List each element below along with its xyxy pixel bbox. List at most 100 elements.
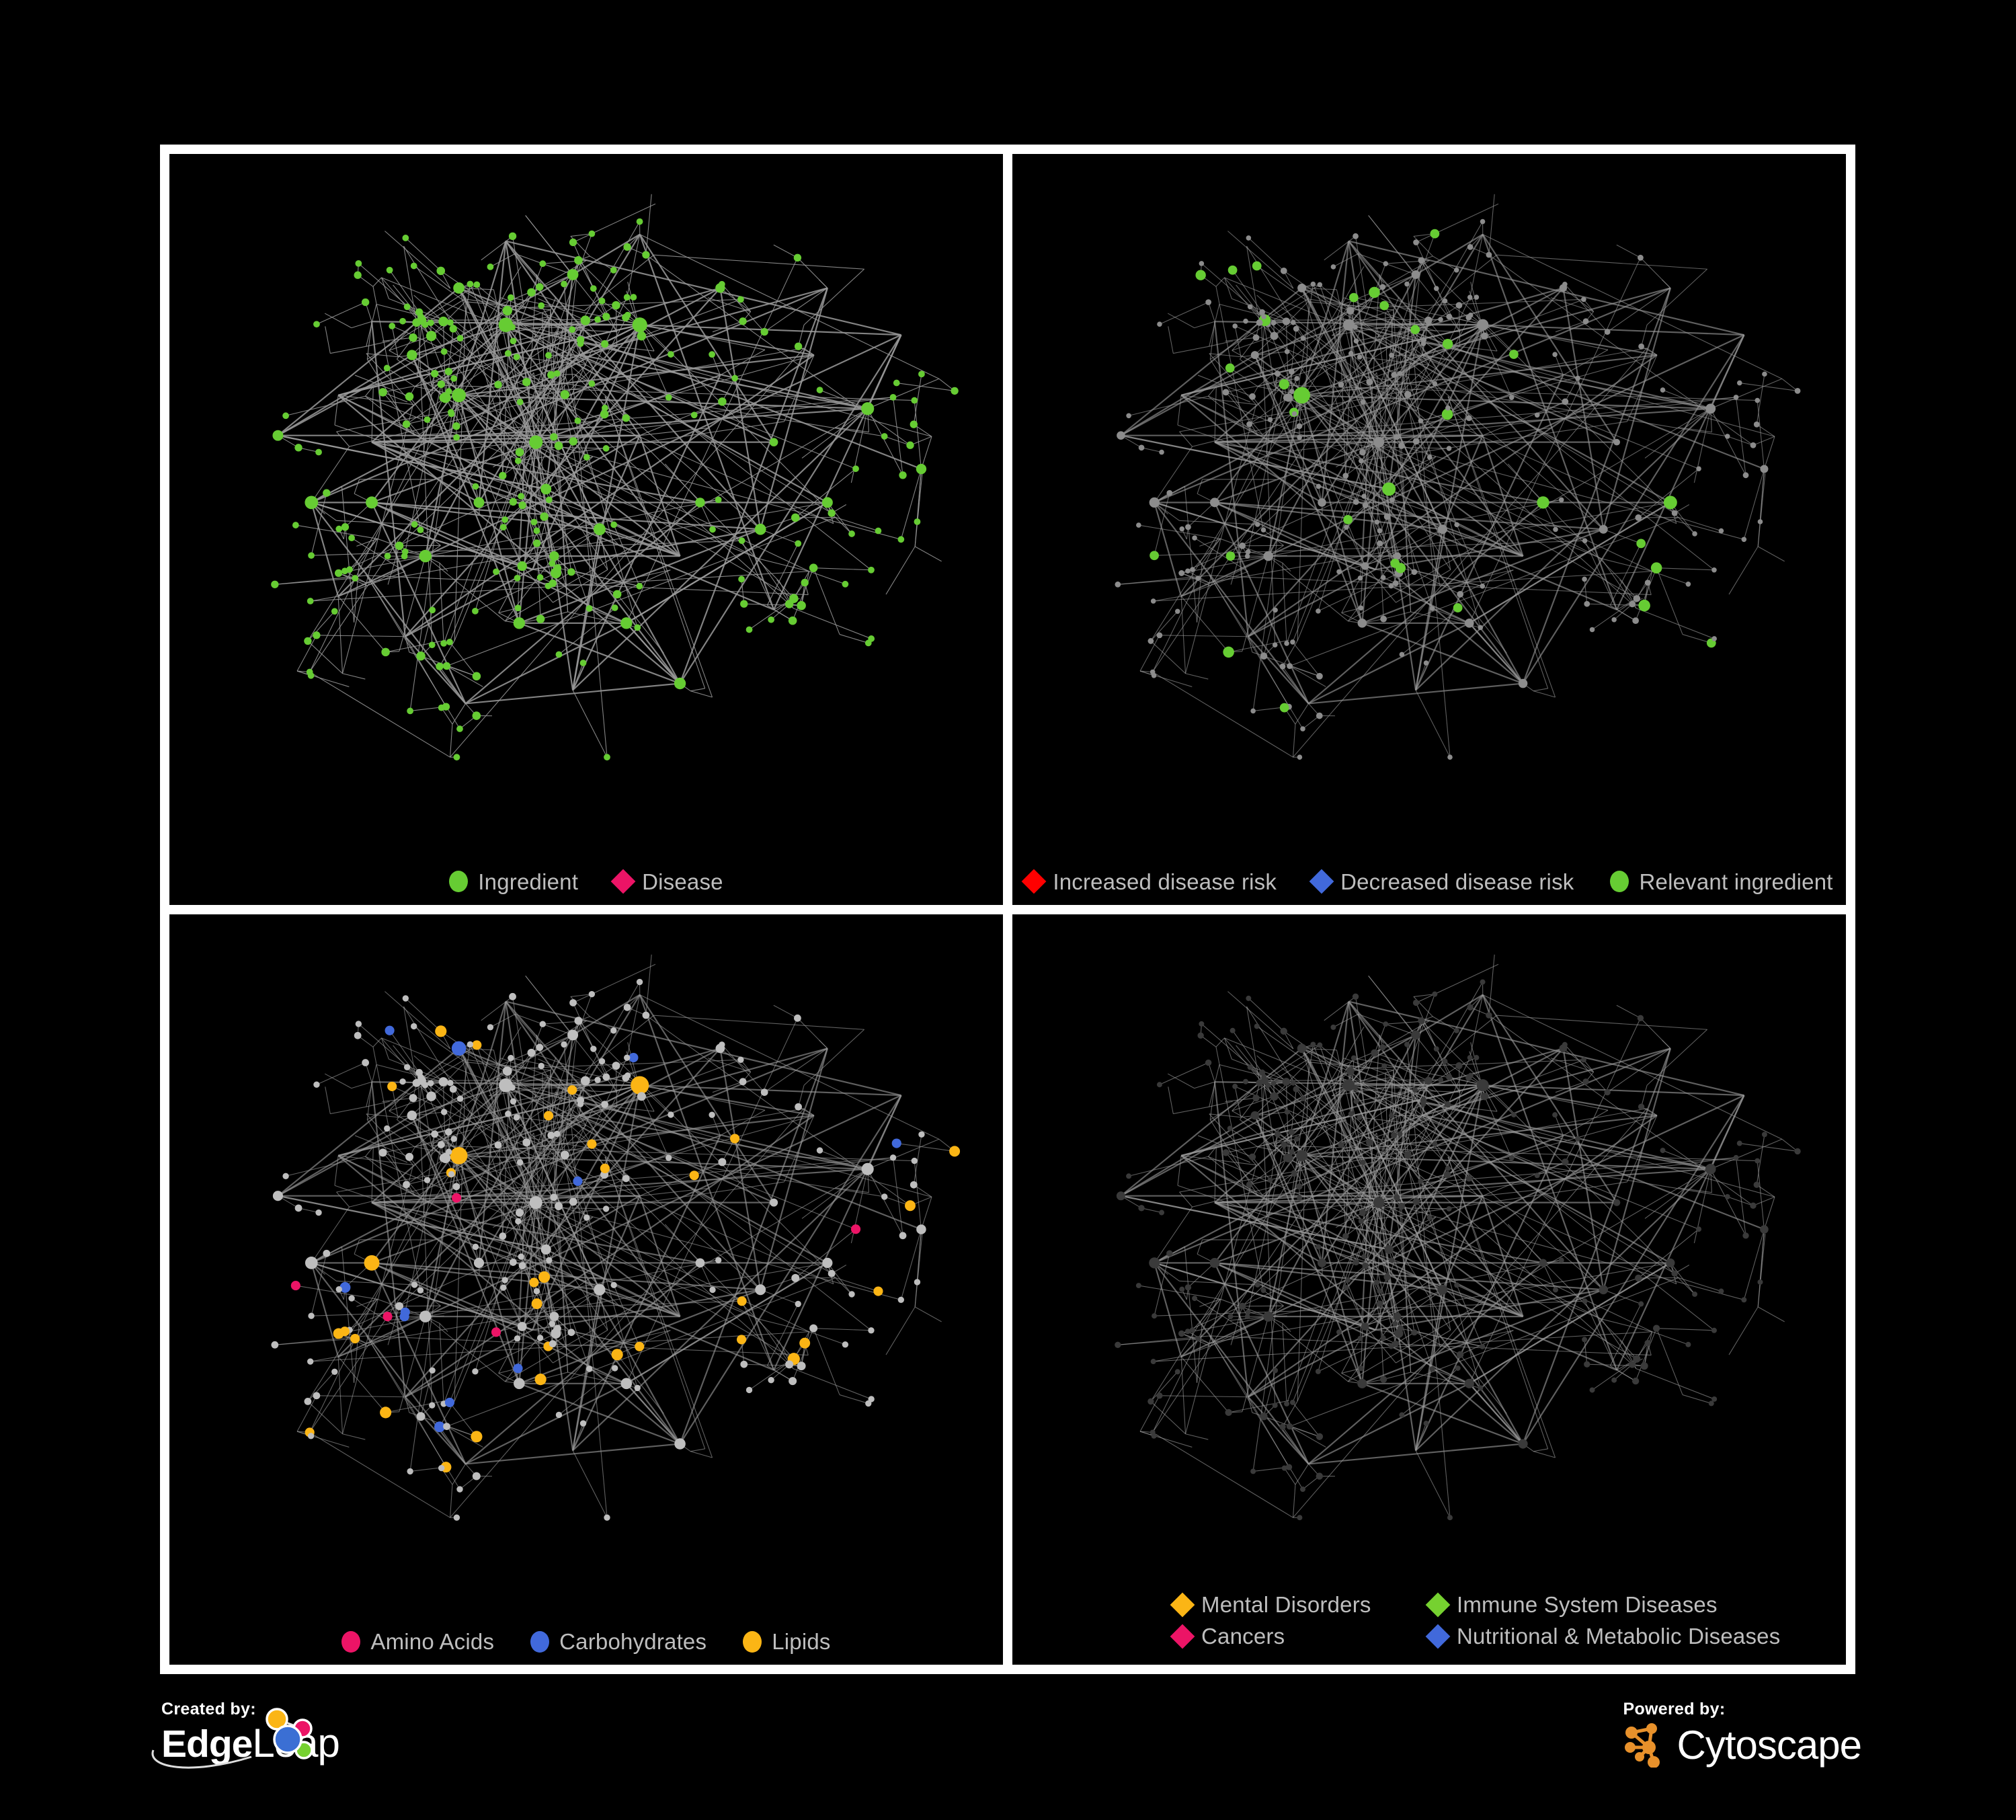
network-node[interactable] — [1635, 1274, 1642, 1281]
network-node[interactable] — [1280, 1027, 1287, 1035]
network-node[interactable] — [636, 218, 643, 225]
network-node[interactable] — [440, 1108, 448, 1115]
network-node[interactable] — [1136, 522, 1141, 528]
network-node[interactable] — [1388, 583, 1394, 589]
network-node[interactable] — [709, 1111, 715, 1118]
network-node[interactable] — [536, 574, 544, 581]
network-node[interactable] — [1152, 1312, 1158, 1318]
network-node[interactable] — [754, 523, 766, 535]
network-node[interactable] — [666, 1154, 672, 1161]
network-node[interactable] — [407, 1110, 417, 1120]
network-node[interactable] — [881, 1193, 888, 1200]
network-node[interactable] — [1135, 1282, 1141, 1288]
network-node[interactable] — [539, 260, 547, 268]
network-node[interactable] — [1534, 1172, 1540, 1178]
network-node[interactable] — [1281, 1465, 1287, 1471]
network-node[interactable] — [1373, 436, 1385, 448]
network-node[interactable] — [307, 598, 314, 604]
legend-item-lipids[interactable]: Lipids — [743, 1630, 830, 1653]
network-node[interactable] — [1300, 335, 1306, 341]
network-node[interactable] — [620, 1378, 633, 1389]
network-node[interactable] — [852, 465, 859, 473]
network-node[interactable] — [793, 253, 802, 262]
network-node[interactable] — [1379, 1375, 1387, 1383]
network-node[interactable] — [1179, 1286, 1185, 1292]
network-node[interactable] — [1222, 1148, 1229, 1156]
network-node[interactable] — [1205, 299, 1212, 305]
network-node[interactable] — [1284, 641, 1289, 646]
network-node[interactable] — [1480, 583, 1486, 589]
network-node[interactable] — [1663, 496, 1677, 510]
network-node[interactable] — [1290, 1080, 1296, 1086]
network-node[interactable] — [449, 325, 457, 333]
network-node[interactable] — [1185, 524, 1191, 530]
network-node[interactable] — [1271, 1080, 1277, 1086]
network-node[interactable] — [604, 754, 610, 761]
network-node[interactable] — [1361, 562, 1369, 570]
network-node[interactable] — [1225, 1409, 1232, 1416]
network-node[interactable] — [472, 711, 481, 720]
network-node[interactable] — [1156, 1081, 1162, 1087]
network-node[interactable] — [1411, 569, 1418, 576]
network-node[interactable] — [1316, 483, 1322, 489]
network-node[interactable] — [1794, 1148, 1801, 1154]
network-node[interactable] — [889, 393, 897, 401]
network-node[interactable] — [471, 1430, 483, 1442]
network-node[interactable] — [1115, 581, 1121, 588]
network-node[interactable] — [385, 1025, 395, 1035]
network-node[interactable] — [637, 331, 647, 341]
network-node[interactable] — [546, 1257, 553, 1263]
network-node[interactable] — [1537, 496, 1549, 509]
legend-item-amino-acids[interactable]: Amino Acids — [341, 1630, 494, 1653]
network-node[interactable] — [439, 393, 448, 402]
network-node[interactable] — [1336, 569, 1342, 575]
network-node[interactable] — [1179, 526, 1185, 532]
network-node[interactable] — [538, 302, 545, 309]
network-node[interactable] — [424, 1176, 431, 1183]
network-node[interactable] — [739, 317, 747, 325]
network-node[interactable] — [494, 1141, 502, 1149]
network-node[interactable] — [1284, 1109, 1290, 1115]
network-node[interactable] — [610, 266, 617, 274]
network-node[interactable] — [1380, 615, 1387, 623]
network-node[interactable] — [602, 1073, 610, 1080]
network-node[interactable] — [1282, 1077, 1291, 1086]
network-node[interactable] — [1399, 651, 1405, 658]
network-node[interactable] — [540, 483, 552, 495]
network-node[interactable] — [588, 990, 596, 997]
network-node[interactable] — [1310, 281, 1316, 287]
network-node[interactable] — [305, 1256, 318, 1269]
network-node[interactable] — [624, 1054, 631, 1061]
network-node[interactable] — [1279, 703, 1289, 713]
network-node[interactable] — [444, 368, 453, 376]
network-node[interactable] — [555, 1201, 563, 1210]
network-node[interactable] — [1254, 522, 1260, 527]
network-node[interactable] — [1290, 639, 1295, 645]
network-node[interactable] — [536, 1334, 544, 1341]
network-node[interactable] — [450, 1146, 468, 1164]
network-node[interactable] — [381, 647, 390, 657]
network-node[interactable] — [1371, 1049, 1378, 1056]
network-node[interactable] — [593, 523, 606, 536]
network-node[interactable] — [452, 388, 466, 403]
network-node[interactable] — [1353, 338, 1359, 344]
network-node[interactable] — [738, 537, 745, 545]
network-node[interactable] — [1423, 660, 1429, 666]
network-node[interactable] — [1711, 636, 1717, 641]
network-node[interactable] — [916, 1224, 926, 1234]
network-node[interactable] — [1297, 754, 1303, 760]
network-node[interactable] — [1633, 594, 1641, 602]
network-node[interactable] — [1342, 473, 1349, 479]
network-node[interactable] — [335, 525, 343, 532]
network-node[interactable] — [1244, 1313, 1250, 1319]
network-node[interactable] — [431, 1130, 438, 1138]
network-node[interactable] — [514, 1378, 525, 1389]
network-node[interactable] — [1562, 282, 1568, 287]
network-node[interactable] — [1256, 1079, 1263, 1086]
network-node[interactable] — [529, 1195, 542, 1209]
network-node[interactable] — [1382, 482, 1396, 496]
network-node[interactable] — [499, 471, 507, 480]
network-node[interactable] — [689, 1170, 699, 1180]
network-node[interactable] — [450, 1135, 457, 1142]
network-node[interactable] — [1705, 403, 1716, 414]
